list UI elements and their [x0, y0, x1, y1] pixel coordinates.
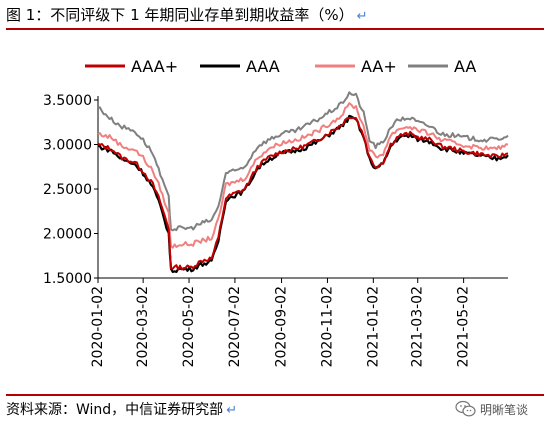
watermark: 明晰笔谈	[455, 400, 528, 418]
series-line-aa-plus	[97, 102, 509, 249]
x-tick-label: 2021-05-02	[456, 286, 472, 367]
x-tick-label: 2020-11-02	[319, 286, 335, 367]
paragraph-mark-icon: ↵	[356, 9, 368, 24]
source-text: 资料来源：Wind，中信证券研究部	[6, 402, 224, 418]
wechat-icon	[455, 400, 476, 417]
x-tick-label: 2020-07-02	[227, 286, 243, 367]
watermark-text: 明晰笔谈	[480, 402, 529, 417]
legend-label: AA	[454, 57, 476, 76]
source-note: 资料来源：Wind，中信证券研究部 ↵	[6, 399, 237, 419]
top-divider	[6, 28, 544, 30]
legend-label: AA+	[361, 57, 397, 76]
bottom-divider	[6, 394, 544, 396]
figure-title: 图 1：不同评级下 1 年期同业存单到期收益率（%） ↵	[6, 4, 368, 25]
y-tick-label: 3.0000	[43, 138, 92, 154]
legend-label: AAA+	[131, 57, 178, 76]
y-tick-label: 3.5000	[43, 93, 92, 109]
y-tick-label: 2.0000	[43, 227, 92, 243]
series-line-aa	[97, 91, 509, 232]
y-tick-label: 1.5000	[43, 271, 92, 287]
figure-title-text: 图 1：不同评级下 1 年期同业存单到期收益率（%）	[6, 6, 354, 24]
x-tick-label: 2020-01-02	[90, 286, 106, 367]
paragraph-mark-icon: ↵	[226, 403, 238, 418]
series-line-aaa-plus	[97, 116, 509, 271]
y-tick-label: 2.5000	[43, 182, 92, 198]
x-tick-label: 2020-03-02	[135, 286, 151, 367]
legend-label: AAA	[246, 57, 280, 76]
x-tick-label: 2021-01-02	[365, 286, 381, 367]
x-tick-label: 2021-03-02	[410, 286, 426, 367]
x-tick-label: 2020-09-02	[274, 286, 290, 367]
x-tick-label: 2020-05-02	[181, 286, 197, 367]
